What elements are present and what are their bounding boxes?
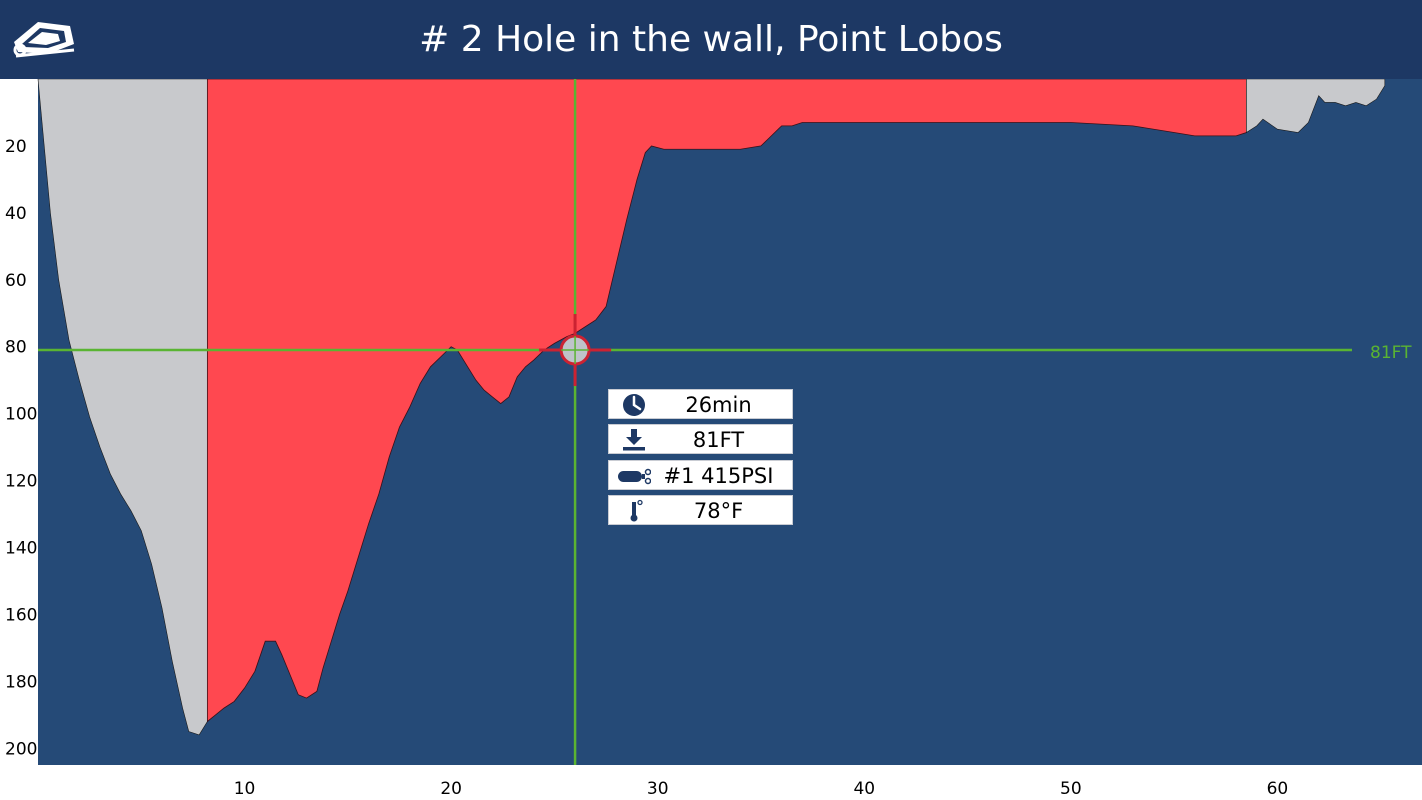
- y-tick-label: 180: [5, 672, 37, 692]
- profile-area-pre: [37, 79, 208, 736]
- profile-area-post: [1246, 79, 1386, 134]
- y-tick-label: 20: [5, 137, 27, 157]
- profile-area-highlight: [206, 79, 1247, 723]
- x-tick-label: 50: [1060, 779, 1082, 799]
- x-tick-label: 40: [853, 779, 875, 799]
- y-tick-label: 160: [5, 605, 37, 625]
- y-tick-label: 100: [5, 405, 37, 425]
- app-header: # 2 Hole in the wall, Point Lobos: [0, 0, 1422, 79]
- y-tick-label: 140: [5, 538, 37, 558]
- y-tick-label: 200: [5, 739, 37, 759]
- cursor-depth-label: 81FT: [1370, 343, 1412, 363]
- x-tick-label: 20: [440, 779, 462, 799]
- dive-logbook-icon[interactable]: [8, 14, 80, 62]
- y-axis-ticks: 20 40 60 80 100 120 140 160 180 200: [5, 137, 37, 759]
- page-title: # 2 Hole in the wall, Point Lobos: [419, 19, 1003, 60]
- tank-readout: #1 415PSI: [608, 460, 793, 490]
- depth-arrow-icon: [623, 429, 645, 451]
- x-axis-ticks: 10 20 30 40 50 60: [234, 779, 1288, 799]
- tank-readout-text: #1 415PSI: [663, 464, 774, 488]
- temperature-readout-text: 78°F: [693, 499, 744, 523]
- x-tick-label: 60: [1267, 779, 1289, 799]
- temperature-readout: 78°F: [608, 495, 793, 525]
- y-axis-band: [0, 79, 38, 765]
- y-tick-label: 60: [5, 271, 27, 291]
- x-tick-label: 30: [647, 779, 669, 799]
- x-tick-label: 10: [234, 779, 256, 799]
- y-tick-label: 40: [5, 204, 27, 224]
- y-tick-label: 120: [5, 472, 37, 492]
- depth-readout-text: 81FT: [692, 428, 745, 452]
- crosshair[interactable]: [38, 79, 1352, 765]
- time-readout-text: 26min: [685, 393, 752, 417]
- thermometer-icon: [630, 499, 643, 522]
- depth-readout: 81FT: [608, 424, 793, 454]
- clock-icon: [623, 394, 645, 416]
- y-tick-label: 80: [5, 338, 27, 358]
- x-axis-band: [0, 765, 1422, 800]
- profile-areas: [37, 79, 1386, 736]
- time-readout: 26min: [608, 389, 793, 419]
- tank-icon: [618, 468, 651, 485]
